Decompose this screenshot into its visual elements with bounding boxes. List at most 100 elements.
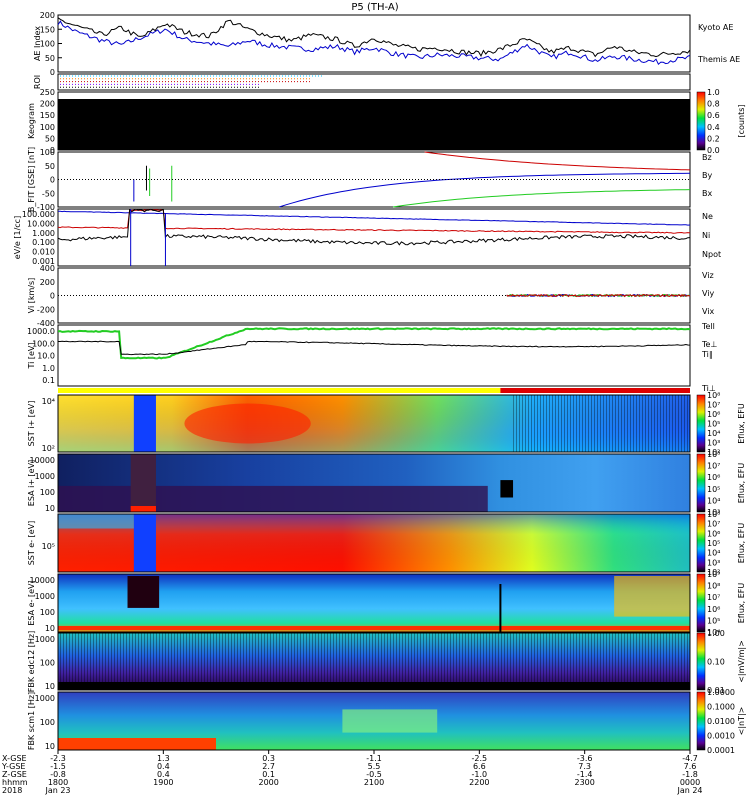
bfield-legend: By	[702, 171, 712, 180]
fbk-edc-cbar-tick: 0.10	[707, 658, 725, 667]
time-value-hhmm: 2100	[364, 778, 384, 787]
velocity-ytick: -400	[37, 319, 55, 328]
keogram-cbar-tick: 0.2	[707, 134, 720, 143]
esa-electron-ytick: 10	[45, 624, 55, 633]
esa-electron-cbar-tick: 10⁵	[707, 616, 720, 625]
temp-legend: Ti⊥	[701, 384, 716, 393]
velocity-ytick: 400	[40, 264, 55, 273]
keogram-ylabel: Keogram	[27, 103, 36, 139]
esa-ion-ylabel: ESA i+ [eV]	[27, 460, 36, 506]
temp-legend: Ti∥	[701, 350, 713, 359]
sst-ion-cbar-tick: 10⁷	[707, 401, 720, 410]
time-value-hhmm: 2200	[469, 778, 489, 787]
time-value-y: 0.4	[157, 762, 170, 771]
chart-title: P5 (TH-A)	[351, 2, 398, 13]
time-value-y: -1.5	[50, 762, 66, 771]
bfield-ytick: 0	[50, 176, 55, 185]
velocity-series-2	[506, 293, 691, 298]
esa-ion-cbar-label: Eflux, EFU	[737, 463, 746, 504]
esa-ion-ytick: 10000	[30, 456, 55, 465]
sst-electron-cbar-tick: 10⁵	[707, 539, 720, 548]
bfield-by-line	[392, 189, 691, 208]
keogram-colorbar	[696, 91, 706, 151]
keogram-cbar-label: [counts]	[737, 105, 746, 138]
ae-ytick: 200	[40, 11, 55, 20]
esa-ion-frame	[57, 453, 691, 513]
sst-electron-frame	[57, 513, 691, 573]
temp-legend: Te⊥	[701, 340, 717, 349]
keogram-cbar-tick: 0.4	[707, 123, 720, 132]
sst-ion-noise	[513, 395, 690, 452]
sst-electron-shading	[58, 514, 690, 572]
velocity-legend: Viy	[702, 289, 715, 298]
fbk-edc-noise	[58, 633, 690, 690]
temp-ytick: 0.1	[42, 376, 55, 385]
roi-frame	[57, 73, 691, 91]
temp-ytick: 100.0	[32, 339, 55, 348]
density-npot-line	[58, 210, 691, 226]
ae-ytick: 150	[40, 25, 55, 34]
time-value-x: -2.3	[50, 754, 66, 763]
keogram-cbar-tick: 0.8	[707, 100, 720, 109]
fbk-scm-cbar-tick: 0.1000	[707, 703, 735, 712]
fbk-edc-cbar-tick: 1.00	[707, 629, 725, 638]
dropout-band	[133, 395, 156, 452]
density-ytick: 1.000	[32, 229, 55, 238]
bfield-bz-line	[424, 151, 691, 171]
sst-electron-cbar-tick: 10⁸	[707, 510, 720, 519]
temp-legend: Tell	[701, 322, 715, 331]
time-value-date: Jan 23	[44, 786, 70, 795]
temp-frame	[57, 324, 691, 387]
fbk-edc-frame	[57, 632, 691, 691]
esa-electron-cbar-tick: 10⁷	[707, 593, 720, 602]
time-value-date: Jan 24	[676, 786, 702, 795]
dropout-band	[130, 454, 156, 512]
sst-ion-cbar-tick: 10⁸	[707, 391, 720, 400]
fbk-scm-colorbar	[696, 691, 706, 751]
bfield-bx-line	[279, 172, 691, 208]
ae-frame	[57, 14, 691, 73]
esa-electron-colorbar	[696, 573, 706, 633]
fbk-scm-ytick: 100	[40, 718, 55, 727]
velocity-ylabel: Vi [km/s]	[27, 278, 36, 314]
ae-ytick: 0	[50, 68, 55, 77]
esa-electron-frame	[57, 573, 691, 633]
fbk-scm-hot	[58, 738, 216, 750]
sst-ion-ylabel: SST i+ [eV]	[27, 401, 36, 447]
fbk-edc-ytick: 10	[45, 682, 55, 691]
sst-ion-ytick: 10²	[42, 444, 55, 453]
fbk-scm-band	[342, 709, 438, 733]
sst-ion-cbar-tick: 10⁵	[707, 420, 720, 429]
ae-ytick: 50	[45, 54, 55, 63]
velocity-legend: Viz	[702, 271, 714, 280]
velocity-ytick: -200	[37, 305, 55, 314]
esa-ion-ytick: 1000	[35, 472, 55, 481]
temp-ylabel: Ti [eV]	[27, 342, 36, 369]
time-value-z: -1.4	[577, 770, 593, 779]
bfield-legend: Bz	[702, 153, 712, 162]
time-row-label: 2018	[2, 786, 22, 795]
velocity-legend: Vix	[702, 307, 715, 316]
velocity-ytick: 0	[50, 292, 55, 301]
esa-ion-cbar-tick: 10⁵	[707, 485, 720, 494]
sst-ion-colorbar	[696, 394, 706, 453]
density-ytick: 10.000	[27, 219, 55, 228]
keogram-image	[58, 99, 690, 150]
sst-electron-band	[58, 514, 134, 529]
sst-electron-cbar-tick: 10⁶	[707, 529, 720, 538]
density-legend: Ne	[702, 212, 713, 221]
dropout-band	[133, 514, 156, 572]
velocity-ytick: 200	[40, 278, 55, 287]
time-value-hhmm: 1900	[153, 778, 173, 787]
keogram-frame	[57, 91, 691, 151]
temp-ti-line	[57, 327, 691, 360]
bfield-ytick: -100	[37, 203, 55, 212]
sst-ion-cbar-tick: 10³	[707, 439, 720, 448]
time-row-label: Z-GSE	[2, 770, 27, 779]
keogram-ytick: 250	[40, 88, 55, 97]
ae-ytick: 100	[40, 40, 55, 49]
esa-electron-ytick: 10000	[30, 576, 55, 585]
sst-ion-ytick: 10⁴	[42, 397, 55, 406]
temp-ytick: 1.0	[42, 364, 55, 373]
fbk-edc-cbar-label: <|mV/m|>	[737, 640, 746, 683]
